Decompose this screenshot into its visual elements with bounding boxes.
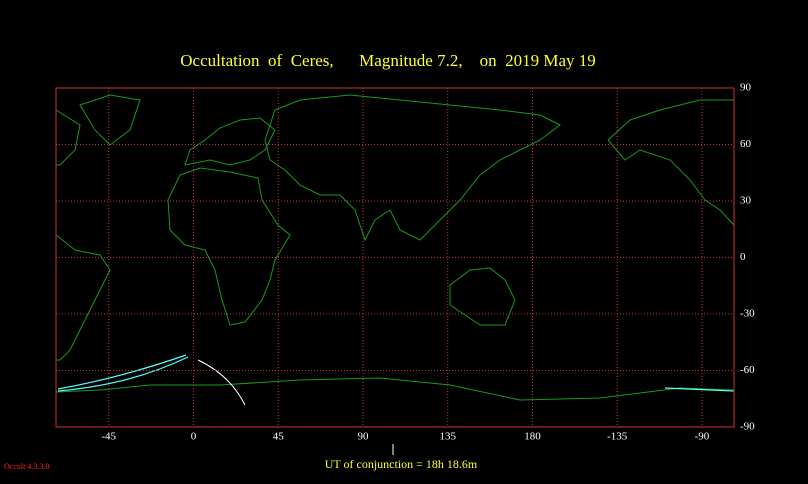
antarctica [55,377,735,401]
africa [167,167,291,326]
australia [449,267,516,326]
y-tick-label: -60 [740,364,755,376]
conjunction-time: UT of conjunction = 18h 18.6m [325,457,478,471]
x-tick-label: 90 [357,431,369,443]
asia [264,94,561,242]
path-limit [57,354,187,390]
y-tick-label: 0 [740,251,746,263]
x-tick-label: -90 [695,431,710,443]
y-tick-label: -30 [740,308,755,320]
x-tick-label: 180 [524,431,541,443]
map-title: Occultation of Ceres, Magnitude 7.2, on … [180,51,596,70]
y-tick-label: 60 [740,138,752,150]
x-tick-label: -45 [101,431,116,443]
path-limit [57,356,189,392]
x-tick-label: 0 [191,431,197,443]
version: Occult 4.3.3.0 [4,462,49,471]
europe [184,117,276,166]
north-america [607,99,735,226]
center-line [197,359,246,406]
x-tick-label: -135 [607,431,628,443]
y-tick-label: -90 [740,421,755,433]
occultation-path [57,354,735,406]
y-tick-label: 90 [740,82,752,94]
coastlines [55,94,735,401]
x-tick-label: 135 [439,431,456,443]
y-tick-label: 30 [740,195,752,207]
south-america [55,234,111,361]
x-tick-label: 45 [273,431,285,443]
path-limit [664,387,735,392]
north-america-west [55,109,81,166]
greenland [79,94,141,146]
